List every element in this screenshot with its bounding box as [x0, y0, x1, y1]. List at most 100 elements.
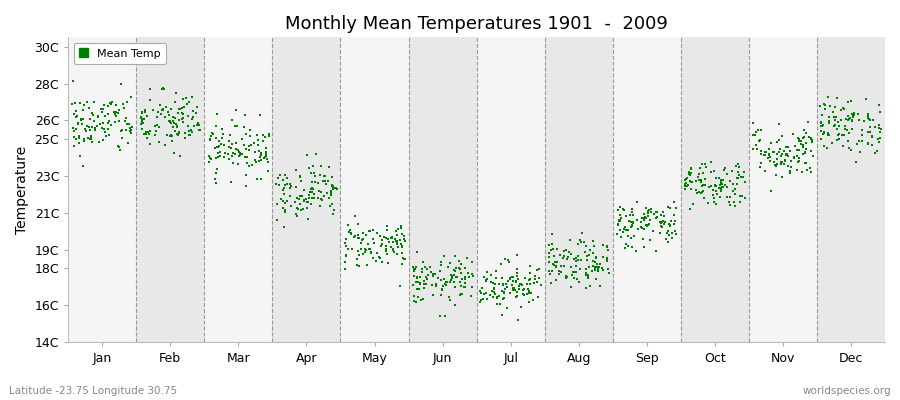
Point — [140, 135, 155, 141]
Point — [636, 214, 651, 221]
Point — [339, 236, 354, 243]
Point — [775, 159, 789, 166]
Point — [840, 126, 854, 133]
Point — [445, 273, 459, 280]
Point — [872, 125, 886, 131]
Point — [724, 168, 739, 174]
Point — [375, 236, 390, 243]
Point — [184, 128, 199, 135]
Point — [678, 180, 692, 187]
Point — [792, 147, 806, 154]
Point — [758, 148, 772, 155]
Point — [872, 102, 886, 109]
Point — [72, 135, 86, 141]
Point — [385, 238, 400, 245]
Point — [407, 266, 421, 272]
Point — [438, 313, 453, 319]
Point — [82, 136, 96, 142]
Point — [213, 149, 228, 155]
Point — [610, 221, 625, 228]
Point — [548, 263, 562, 269]
Point — [519, 291, 534, 298]
Point — [861, 129, 876, 135]
Point — [578, 248, 592, 255]
Point — [327, 207, 341, 214]
Point — [230, 123, 244, 130]
Point — [698, 182, 712, 188]
Point — [355, 240, 369, 246]
Point — [142, 128, 157, 134]
Point — [437, 276, 452, 283]
Point — [104, 122, 118, 128]
Point — [101, 111, 115, 117]
Point — [695, 183, 709, 189]
Point — [682, 172, 697, 178]
Point — [512, 282, 526, 289]
Point — [431, 275, 446, 281]
Point — [341, 229, 356, 236]
Point — [409, 279, 423, 285]
Point — [134, 118, 148, 124]
Point — [184, 116, 199, 122]
Point — [580, 274, 595, 280]
Point — [406, 264, 420, 271]
Point — [626, 220, 640, 226]
Point — [713, 194, 727, 200]
Point — [517, 292, 531, 298]
Point — [280, 181, 294, 187]
Point — [774, 153, 788, 159]
Point — [487, 281, 501, 288]
Point — [722, 199, 736, 206]
Point — [294, 207, 309, 214]
Bar — [204, 37, 273, 342]
Point — [618, 213, 633, 219]
Point — [564, 284, 579, 290]
Point — [696, 188, 710, 194]
Point — [559, 275, 573, 282]
Point — [228, 122, 242, 129]
Point — [625, 208, 639, 215]
Point — [209, 170, 223, 176]
Point — [418, 280, 433, 287]
Point — [360, 262, 374, 268]
Point — [780, 151, 795, 157]
Point — [122, 125, 137, 132]
Point — [664, 218, 679, 224]
Point — [585, 268, 599, 274]
Point — [311, 179, 326, 186]
Point — [523, 281, 537, 288]
Point — [458, 284, 473, 290]
Point — [497, 295, 511, 302]
Point — [356, 236, 371, 242]
Point — [600, 246, 615, 253]
Point — [374, 242, 389, 249]
Point — [101, 103, 115, 109]
Point — [822, 118, 836, 124]
Point — [725, 188, 740, 194]
Point — [191, 120, 205, 126]
Point — [806, 152, 821, 159]
Point — [443, 260, 457, 266]
Point — [522, 288, 536, 294]
Point — [256, 132, 270, 138]
Point — [596, 241, 610, 248]
Point — [166, 118, 180, 124]
Point — [461, 270, 475, 277]
Point — [139, 106, 153, 113]
Point — [762, 152, 777, 158]
Point — [602, 270, 616, 277]
Point — [105, 99, 120, 106]
Point — [489, 268, 503, 274]
Point — [338, 259, 353, 266]
Point — [425, 282, 439, 288]
Point — [479, 278, 493, 284]
Point — [686, 200, 700, 207]
Point — [864, 142, 878, 148]
Point — [560, 256, 574, 262]
Point — [210, 166, 224, 172]
Point — [245, 162, 259, 168]
Point — [238, 172, 253, 178]
Point — [410, 286, 424, 292]
Point — [254, 151, 268, 158]
Point — [797, 150, 812, 156]
